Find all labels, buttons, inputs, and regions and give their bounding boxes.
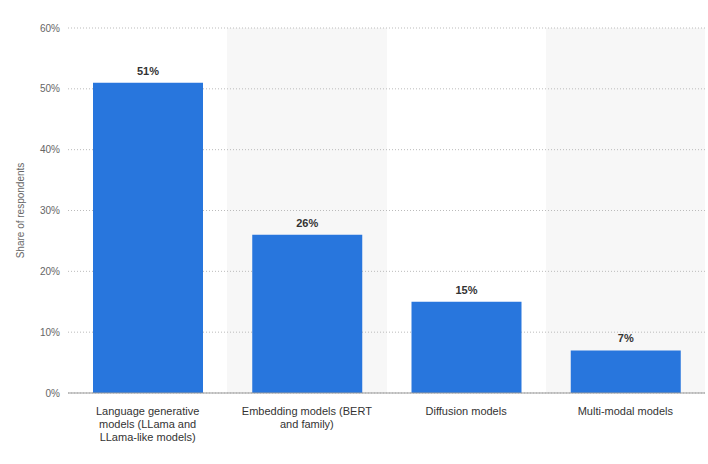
svg-text:30%: 30% [40, 205, 60, 216]
svg-text:20%: 20% [40, 266, 60, 277]
svg-text:50%: 50% [40, 83, 60, 94]
svg-text:7%: 7% [618, 332, 634, 344]
svg-text:60%: 60% [40, 23, 60, 34]
svg-text:10%: 10% [40, 327, 60, 338]
svg-text:Language generativemodels (LLa: Language generativemodels (LLama andLLam… [96, 405, 199, 443]
svg-text:0%: 0% [46, 388, 61, 399]
svg-text:40%: 40% [40, 144, 60, 155]
svg-text:Share of respondents: Share of respondents [15, 163, 26, 259]
svg-text:51%: 51% [137, 65, 159, 77]
svg-text:Diffusion models: Diffusion models [426, 405, 508, 417]
svg-text:26%: 26% [296, 217, 318, 229]
svg-text:Embedding models (BERTand fami: Embedding models (BERTand family) [242, 405, 372, 430]
svg-text:15%: 15% [455, 284, 477, 296]
svg-text:Multi-modal models: Multi-modal models [578, 405, 674, 417]
